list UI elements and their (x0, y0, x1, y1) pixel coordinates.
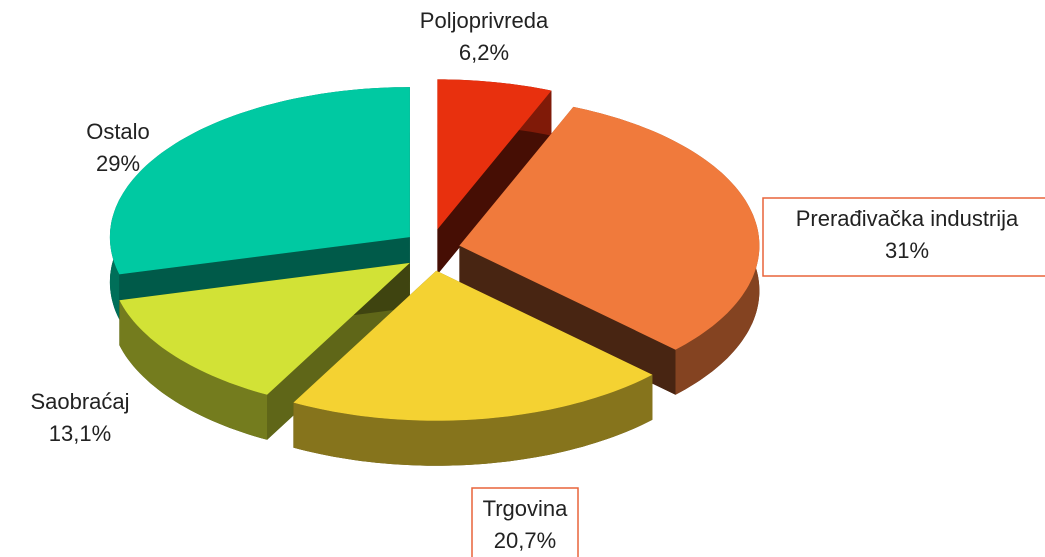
slice (293, 270, 653, 466)
category-label: Ostalo (86, 119, 150, 144)
label-box (762, 197, 1045, 277)
category-label: Trgovina (483, 496, 569, 521)
slice-side (293, 374, 653, 466)
slice-wall (459, 245, 676, 395)
category-label: Saobraćaj (30, 389, 129, 414)
category-label: Poljoprivreda (420, 8, 549, 33)
slice-side (119, 300, 268, 440)
slice-top (119, 262, 410, 395)
slice-wall (437, 90, 552, 275)
value-label: 29% (96, 151, 140, 176)
value-label: 6,2% (459, 40, 509, 65)
value-label: 31% (885, 238, 929, 263)
label-box (471, 487, 579, 557)
value-label: 20,7% (494, 528, 556, 553)
category-label: Prerađivačka industrija (796, 206, 1019, 231)
value-label: 13,1% (49, 421, 111, 446)
slice-top (437, 79, 552, 230)
slice (459, 106, 760, 395)
slice-top (459, 106, 760, 350)
slice (437, 79, 552, 275)
slice-top (109, 87, 410, 275)
slice-top (293, 270, 653, 421)
